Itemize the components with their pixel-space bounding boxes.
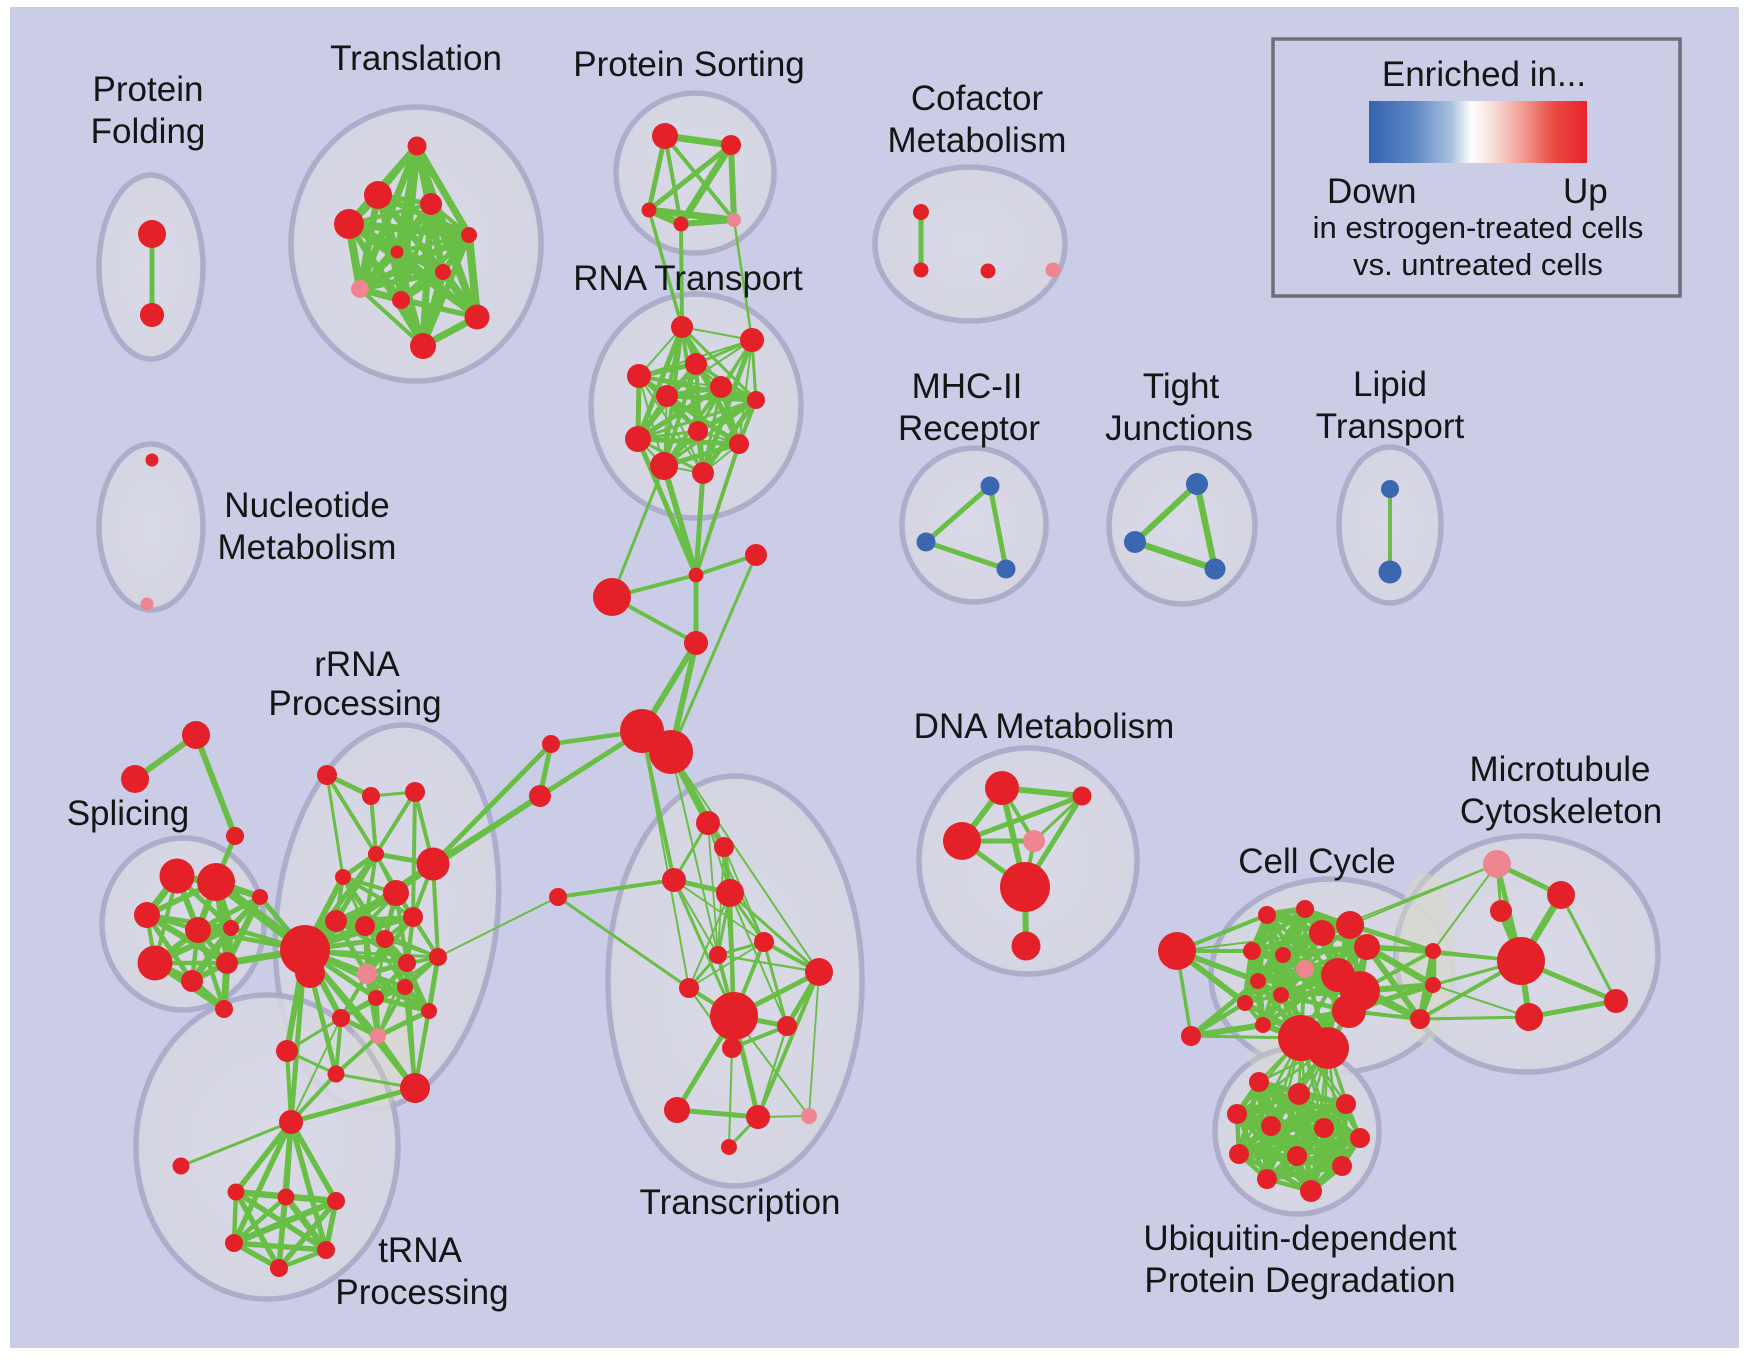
svg-text:Microtubule: Microtubule xyxy=(1470,750,1651,789)
svg-text:Cofactor: Cofactor xyxy=(911,79,1044,118)
svg-text:Nucleotide: Nucleotide xyxy=(224,486,389,525)
svg-text:Folding: Folding xyxy=(91,112,206,151)
svg-text:Cytoskeleton: Cytoskeleton xyxy=(1460,792,1662,831)
svg-text:Lipid: Lipid xyxy=(1353,365,1427,404)
svg-text:in estrogen-treated cells: in estrogen-treated cells xyxy=(1313,210,1644,245)
svg-text:Ubiquitin-dependent: Ubiquitin-dependent xyxy=(1143,1219,1457,1258)
svg-text:Translation: Translation xyxy=(330,39,502,78)
svg-text:Protein Sorting: Protein Sorting xyxy=(573,45,805,84)
svg-text:Transport: Transport xyxy=(1316,407,1465,446)
svg-text:Metabolism: Metabolism xyxy=(218,528,397,567)
svg-text:Splicing: Splicing xyxy=(67,794,190,833)
svg-text:Junctions: Junctions xyxy=(1105,409,1253,448)
svg-text:MHC-II: MHC-II xyxy=(912,367,1023,406)
svg-text:tRNA: tRNA xyxy=(378,1231,462,1270)
svg-text:RNA Transport: RNA Transport xyxy=(573,259,803,298)
svg-text:Transcription: Transcription xyxy=(640,1183,841,1222)
svg-text:Receptor: Receptor xyxy=(898,409,1040,448)
svg-text:Tight: Tight xyxy=(1143,367,1220,406)
svg-text:Processing: Processing xyxy=(268,684,441,723)
svg-text:Processing: Processing xyxy=(335,1273,508,1312)
svg-text:DNA Metabolism: DNA Metabolism xyxy=(914,707,1175,746)
svg-text:Enriched in...: Enriched in... xyxy=(1382,55,1586,94)
svg-text:Cell Cycle: Cell Cycle xyxy=(1238,842,1396,881)
svg-text:Down: Down xyxy=(1327,172,1416,211)
svg-text:Metabolism: Metabolism xyxy=(888,121,1067,160)
svg-text:vs. untreated cells: vs. untreated cells xyxy=(1353,247,1603,282)
svg-text:Up: Up xyxy=(1563,172,1608,211)
svg-text:Protein Degradation: Protein Degradation xyxy=(1144,1261,1455,1300)
svg-text:Protein: Protein xyxy=(93,70,204,109)
svg-text:rRNA: rRNA xyxy=(314,645,400,684)
